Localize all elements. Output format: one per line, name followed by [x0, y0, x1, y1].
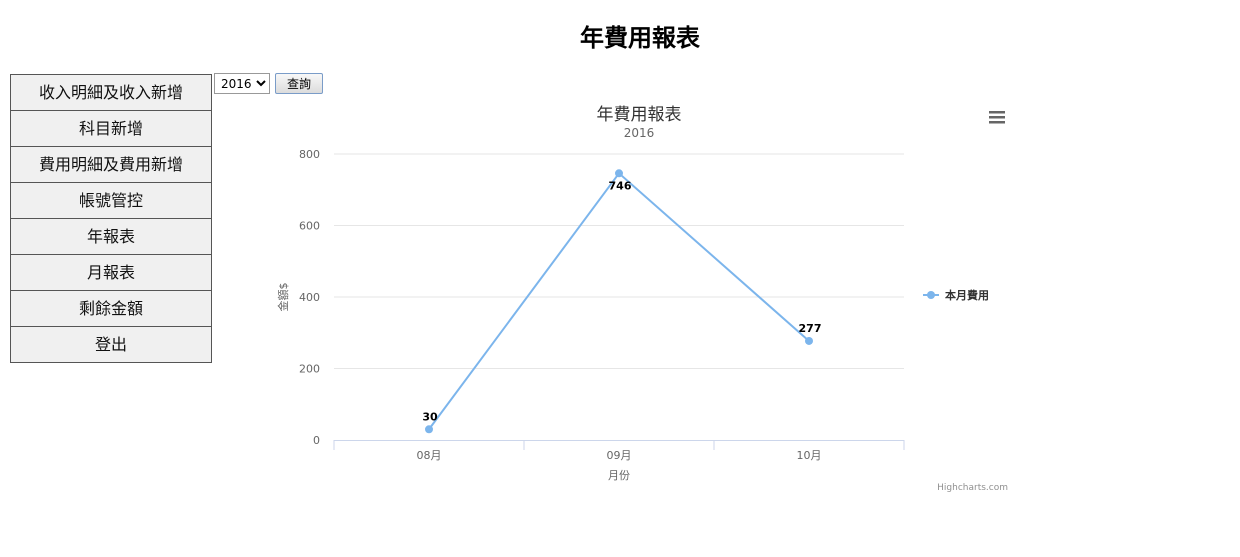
- nav-item-yearly-report[interactable]: 年報表: [11, 219, 211, 255]
- nav-item-accounts[interactable]: 帳號管控: [11, 183, 211, 219]
- series-line: [428, 171, 810, 430]
- year-select[interactable]: 2016: [214, 73, 270, 94]
- data-point[interactable]: [805, 336, 813, 345]
- query-button[interactable]: 查詢: [275, 73, 323, 94]
- data-label: 277: [799, 322, 822, 335]
- nav-item-monthly-report[interactable]: 月報表: [11, 255, 211, 291]
- legend: 本月費用: [923, 288, 989, 302]
- chart-title: 年費用報表: [597, 105, 682, 125]
- grid-lines: [334, 153, 904, 369]
- y-tick-label: 800: [299, 148, 320, 161]
- data-point[interactable]: [615, 169, 623, 178]
- legend-item-label[interactable]: 本月費用: [945, 288, 989, 302]
- y-tick-label: 200: [299, 363, 320, 376]
- series: [425, 169, 813, 434]
- chart-subtitle: 2016: [624, 126, 655, 140]
- x-tick-label: 09月: [607, 449, 632, 462]
- x-axis-title: 月份: [608, 469, 630, 482]
- x-axis: 08月 09月 10月: [333, 440, 905, 462]
- legend-marker: [927, 291, 935, 299]
- y-axis-title: 金額$: [276, 283, 290, 312]
- hamburger-menu-icon[interactable]: [988, 110, 1006, 127]
- y-tick-label: 400: [299, 291, 320, 304]
- highcharts-credit[interactable]: Highcharts.com: [937, 483, 1008, 493]
- y-axis: 0 200 400 600 800: [299, 148, 320, 447]
- nav-item-balance[interactable]: 剩餘金額: [11, 291, 211, 327]
- nav-item-expense[interactable]: 費用明細及費用新增: [11, 147, 211, 183]
- data-label: 746: [609, 179, 632, 192]
- sidebar-nav: 收入明細及收入新增 科目新增 費用明細及費用新增 帳號管控 年報表 月報表 剩餘…: [10, 74, 212, 363]
- x-tick-label: 08月: [417, 449, 442, 462]
- y-tick-label: 0: [313, 434, 320, 447]
- data-labels: 30 746 277: [422, 179, 821, 423]
- nav-item-add-subject[interactable]: 科目新增: [11, 111, 211, 147]
- data-point[interactable]: [425, 425, 433, 434]
- nav-item-income[interactable]: 收入明細及收入新增: [11, 75, 211, 111]
- page-title: 年費用報表: [580, 23, 700, 52]
- y-tick-label: 600: [299, 220, 320, 233]
- data-label: 30: [422, 410, 438, 423]
- nav-item-logout[interactable]: 登出: [11, 327, 211, 363]
- x-tick-label: 10月: [797, 449, 822, 462]
